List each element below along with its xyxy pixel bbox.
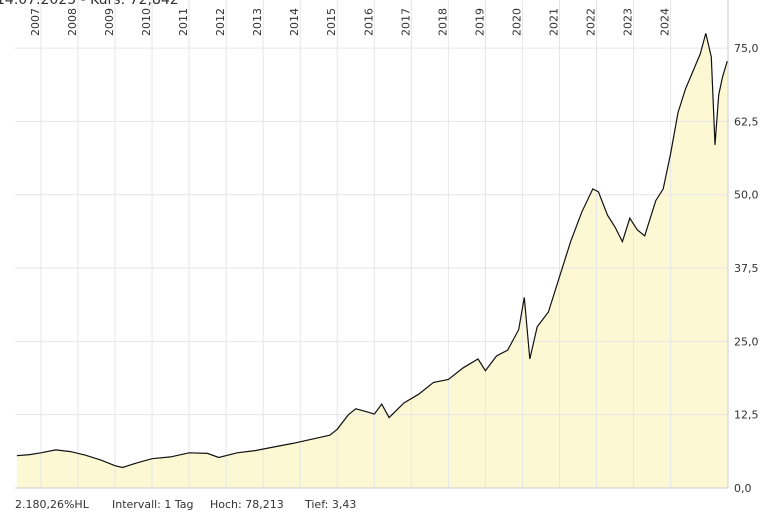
footer-hl: 2.180,26%HL xyxy=(15,498,90,511)
x-tick-label: 2013 xyxy=(251,8,264,36)
x-tick-label: 2024 xyxy=(659,8,672,36)
x-tick-label: 2019 xyxy=(473,8,486,36)
x-tick-label: 2017 xyxy=(399,8,412,36)
y-tick-label: 37,5 xyxy=(734,262,759,275)
y-tick-label: 25,0 xyxy=(734,335,759,348)
y-tick-label: 0,0 xyxy=(734,482,752,495)
x-tick-label: 2022 xyxy=(585,8,598,36)
footer-high: Hoch: 78,213 xyxy=(210,498,284,511)
x-tick-label: 2008 xyxy=(66,8,79,36)
y-tick-label: 62,5 xyxy=(734,115,759,128)
footer-low: Tief: 3,43 xyxy=(304,498,356,511)
x-tick-label: 2009 xyxy=(103,8,116,36)
x-tick-label: 2007 xyxy=(29,8,42,36)
area xyxy=(16,33,728,489)
footer-interval: Intervall: 1 Tag xyxy=(112,498,194,511)
x-tick-label: 2020 xyxy=(510,8,523,36)
header: 14.07.2025 - Kurs: 72,842 xyxy=(0,0,179,8)
price-line xyxy=(16,33,728,469)
y-tick-label: 50,0 xyxy=(734,189,759,202)
x-tick-label: 2012 xyxy=(214,8,227,36)
x-tick-label: 2023 xyxy=(622,8,635,36)
x-tick-label: 2018 xyxy=(436,8,449,36)
x-tick-label: 2015 xyxy=(325,8,338,36)
x-tick-label: 2010 xyxy=(140,8,153,36)
y-tick-label: 75,0 xyxy=(734,42,759,55)
x-tick-label: 2016 xyxy=(362,8,375,36)
y-tick-label: 12,5 xyxy=(734,409,759,422)
x-tick-label: 2011 xyxy=(177,8,190,36)
x-tick-label: 2021 xyxy=(547,8,560,36)
x-tick-label: 2014 xyxy=(288,8,301,36)
